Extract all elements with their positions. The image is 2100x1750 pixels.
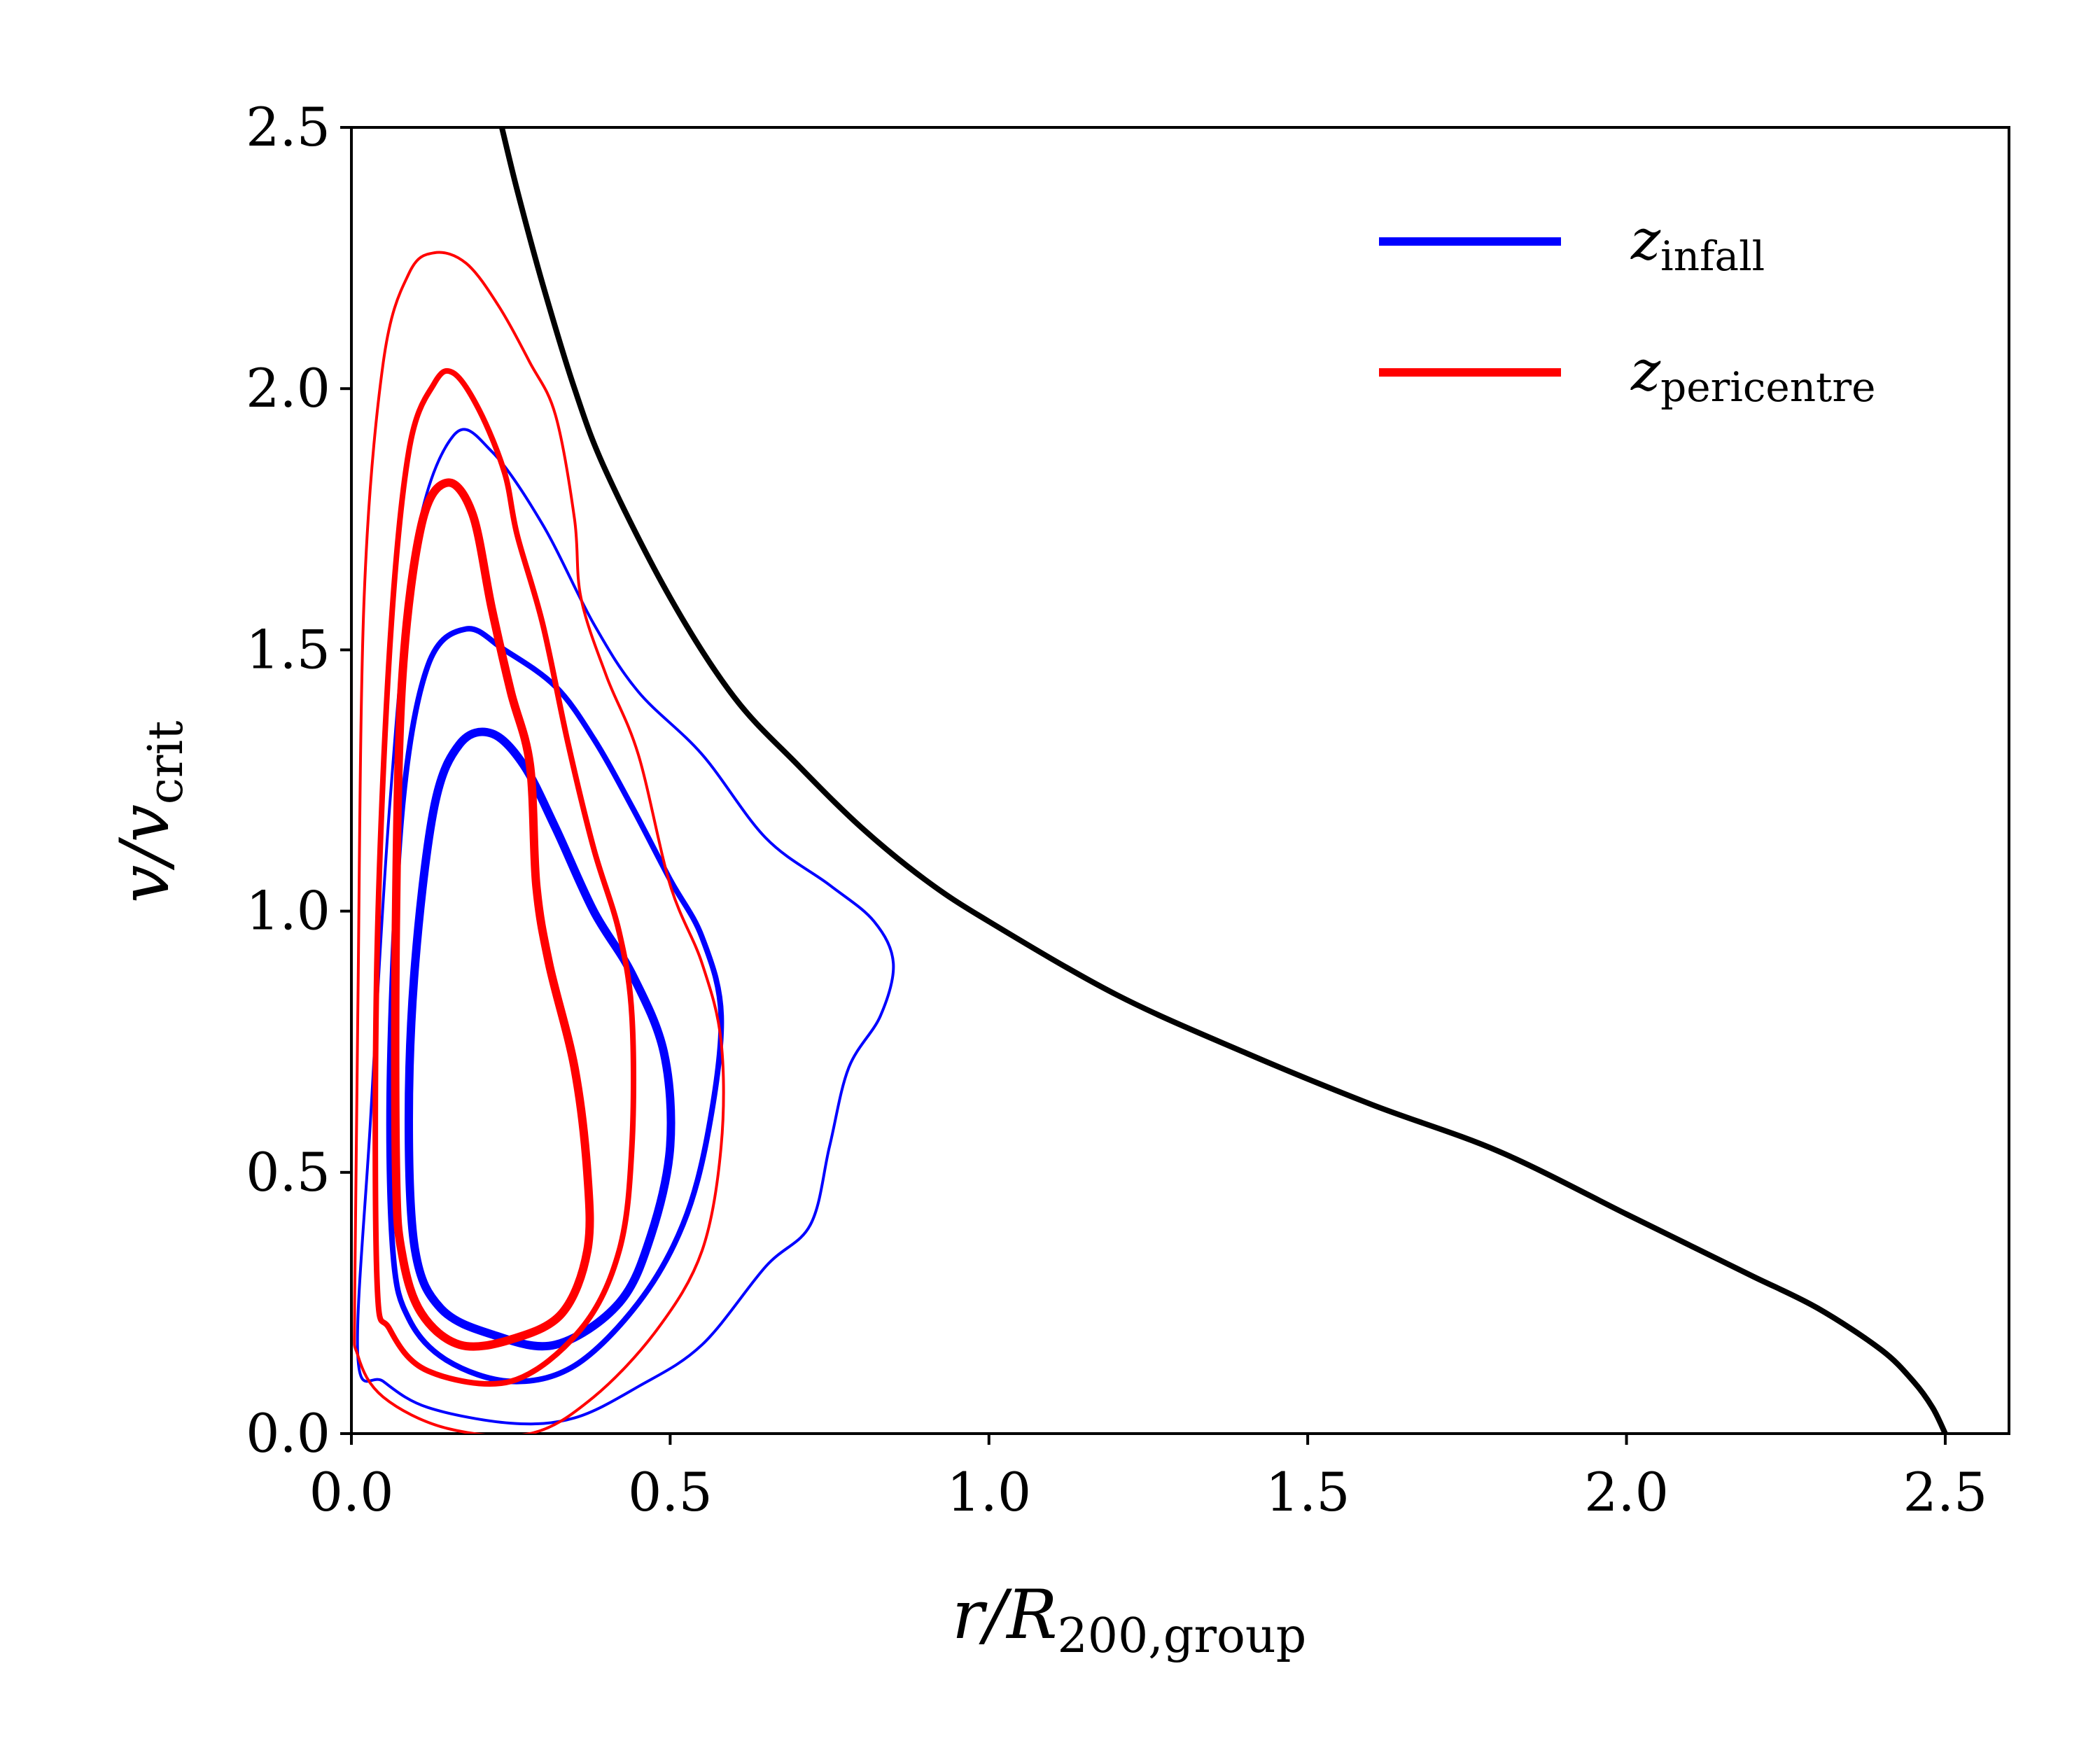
contour-infall-outer <box>358 429 894 1424</box>
x-tick-label: 2.5 <box>1903 1461 1987 1523</box>
legend: zinfall zpericentre <box>1379 207 1875 411</box>
x-tick-label: 1.5 <box>1266 1461 1350 1523</box>
plot-frame <box>351 127 2009 1434</box>
x-tick-label: 2.0 <box>1584 1461 1669 1523</box>
y-axis-ticks: 0.0 0.5 1.0 1.5 2.0 2.5 <box>246 96 351 1464</box>
boundary-curve <box>502 127 1945 1434</box>
x-axis-ticks: 0.0 0.5 1.0 1.5 2.0 2.5 <box>309 1434 1988 1523</box>
x-tick-label: 0.0 <box>309 1461 394 1523</box>
x-tick-label: 1.0 <box>946 1461 1031 1523</box>
legend-label-pericentre: zpericentre <box>1630 338 1875 411</box>
y-tick-label: 0.5 <box>246 1141 330 1203</box>
legend-label-infall: zinfall <box>1630 207 1765 280</box>
y-tick-label: 1.5 <box>246 618 330 680</box>
y-tick-label: 1.0 <box>246 880 330 942</box>
x-axis-label: r/R200,group <box>952 1576 1306 1664</box>
contour-pericentre-inner <box>396 482 590 1346</box>
x-tick-label: 0.5 <box>628 1461 713 1523</box>
y-tick-label: 2.5 <box>246 96 330 158</box>
y-tick-label: 2.0 <box>246 357 330 419</box>
y-axis-label: v/vcrit <box>106 721 194 903</box>
y-tick-label: 0.0 <box>246 1402 330 1464</box>
series-layer <box>354 127 1945 1436</box>
